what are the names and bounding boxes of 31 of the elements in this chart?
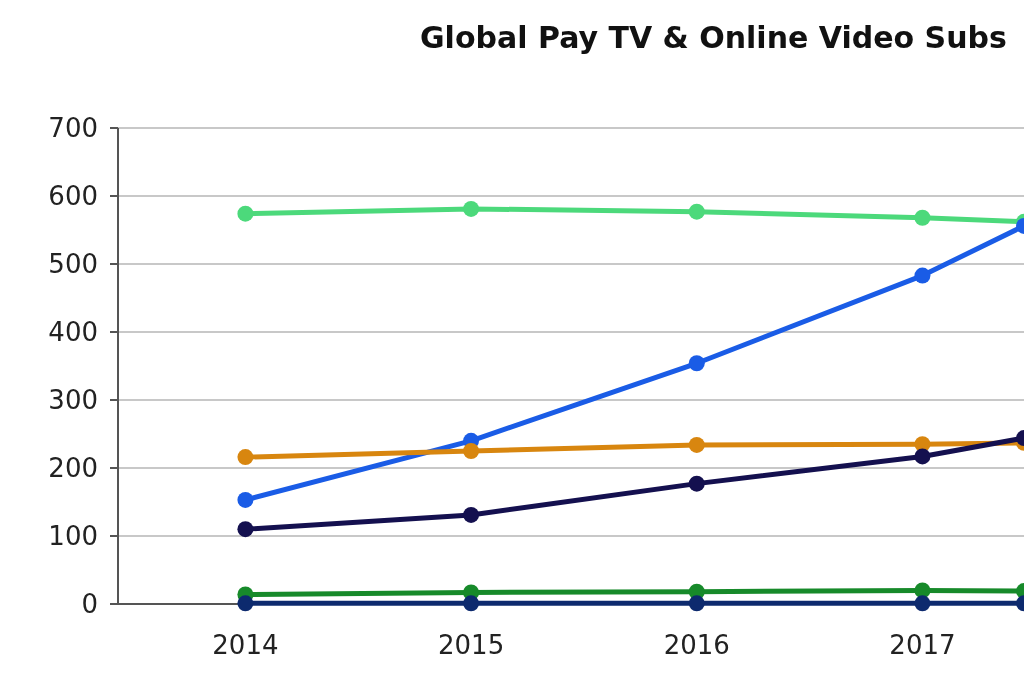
point [237, 491, 254, 508]
x-tick-label: 2015 [438, 630, 505, 660]
y-tick-label: 700 [48, 113, 98, 144]
point [914, 595, 931, 612]
point [914, 448, 931, 465]
y-tick-label: 300 [48, 385, 98, 416]
point [237, 449, 254, 466]
point [463, 443, 480, 459]
y-tick-label: 400 [48, 317, 98, 348]
point [237, 595, 254, 612]
x-tick-label: 2014 [212, 630, 279, 660]
point [688, 595, 705, 612]
chart-title: Global Pay TV & Online Video Subs [420, 20, 1007, 55]
point [463, 200, 480, 217]
point [237, 205, 254, 222]
y-tick-label: 100 [48, 521, 98, 552]
y-tick-label: 0 [81, 589, 98, 620]
y-tick-label: 600 [48, 181, 98, 212]
x-tick-label: 2016 [663, 630, 730, 660]
point [463, 595, 480, 612]
x-tick-label: 2017 [889, 630, 956, 660]
point [688, 436, 705, 453]
point [914, 209, 931, 226]
point [688, 355, 705, 372]
point [688, 475, 705, 492]
point [463, 506, 480, 523]
point [688, 203, 705, 220]
point [914, 267, 931, 284]
y-tick-label: 500 [48, 249, 98, 280]
y-tick-label: 200 [48, 453, 98, 484]
point [237, 521, 254, 538]
